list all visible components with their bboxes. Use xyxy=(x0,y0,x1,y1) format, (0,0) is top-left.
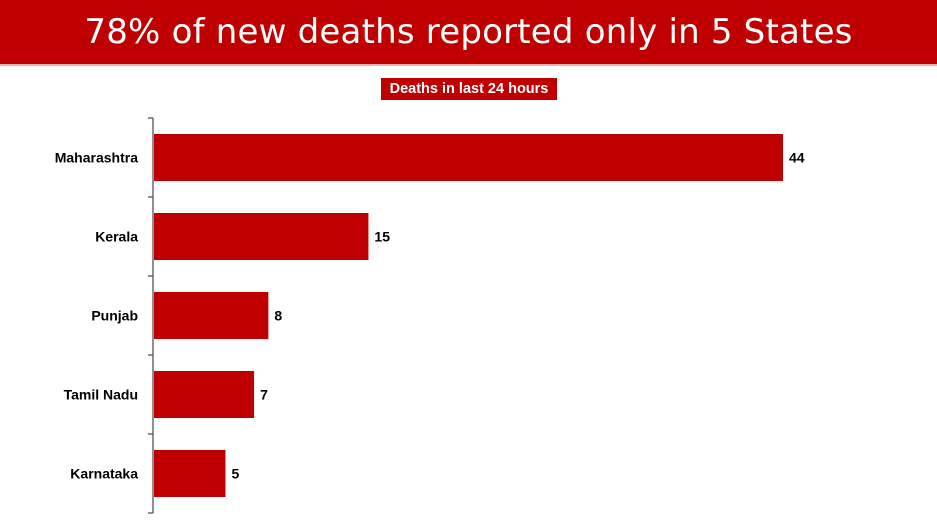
data-label: 7 xyxy=(260,387,268,403)
data-label: 44 xyxy=(789,150,805,166)
category-label: Kerala xyxy=(95,229,138,245)
category-label: Karnataka xyxy=(70,466,138,482)
page-title: 78% of new deaths reported only in 5 Sta… xyxy=(0,0,937,66)
bar-maharashtra xyxy=(154,134,783,181)
bar-punjab xyxy=(154,292,269,339)
category-axis xyxy=(148,117,154,514)
data-label: 8 xyxy=(274,308,282,324)
bar-tamil-nadu xyxy=(154,371,255,418)
chart-subtitle-badge: Deaths in last 24 hours xyxy=(381,78,557,100)
category-label: Tamil Nadu xyxy=(64,387,138,403)
labels-group: Maharashtra 44 Kerala 15 Punjab 8 Tamil Nadu 7 K… xyxy=(55,150,805,482)
category-label: Punjab xyxy=(91,308,138,324)
category-label: Maharashtra xyxy=(55,150,138,166)
data-label: 15 xyxy=(374,229,390,245)
bars-group xyxy=(154,134,783,497)
data-label: 5 xyxy=(231,466,239,482)
bar-kerala xyxy=(154,213,369,260)
bar-karnataka xyxy=(154,450,226,497)
